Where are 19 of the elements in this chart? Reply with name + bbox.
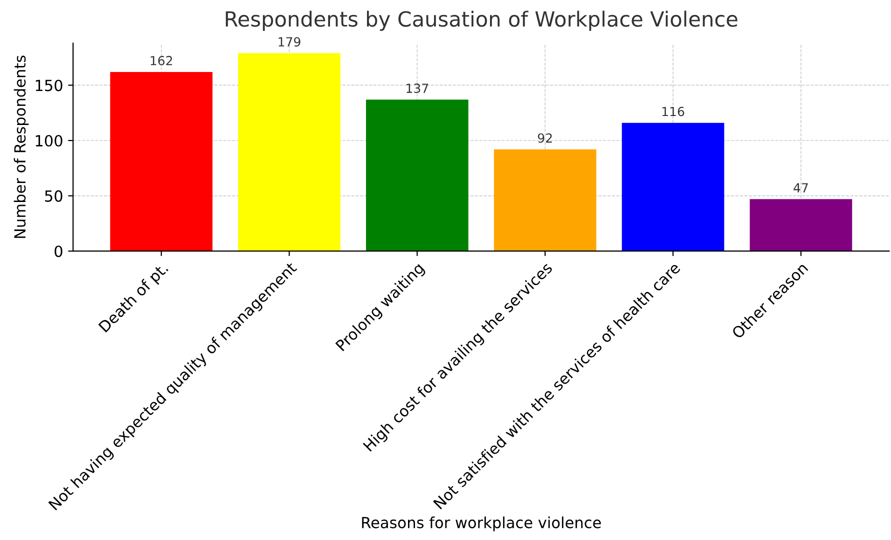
y-tick-label: 100 xyxy=(36,134,62,147)
y-axis-title: Number of Respondents xyxy=(14,56,29,238)
chart-title: Respondents by Causation of Workplace Violence xyxy=(226,10,738,31)
y-tick-label: 150 xyxy=(36,80,62,92)
data-label: 47 xyxy=(794,183,808,192)
data-label: 162 xyxy=(150,56,172,66)
bar xyxy=(110,72,212,252)
data-label: 116 xyxy=(662,106,684,116)
x-axis-title: Reasons for workplace violence xyxy=(362,516,601,532)
y-tick-label: 0 xyxy=(54,246,62,258)
bar xyxy=(750,199,852,252)
bar xyxy=(366,100,468,252)
data-label: 92 xyxy=(538,133,552,143)
y-tick-label: 50 xyxy=(45,190,62,202)
bar xyxy=(494,149,596,252)
bar xyxy=(622,122,724,252)
bar xyxy=(238,53,340,252)
data-label: 179 xyxy=(278,37,300,47)
data-label: 137 xyxy=(406,84,428,94)
